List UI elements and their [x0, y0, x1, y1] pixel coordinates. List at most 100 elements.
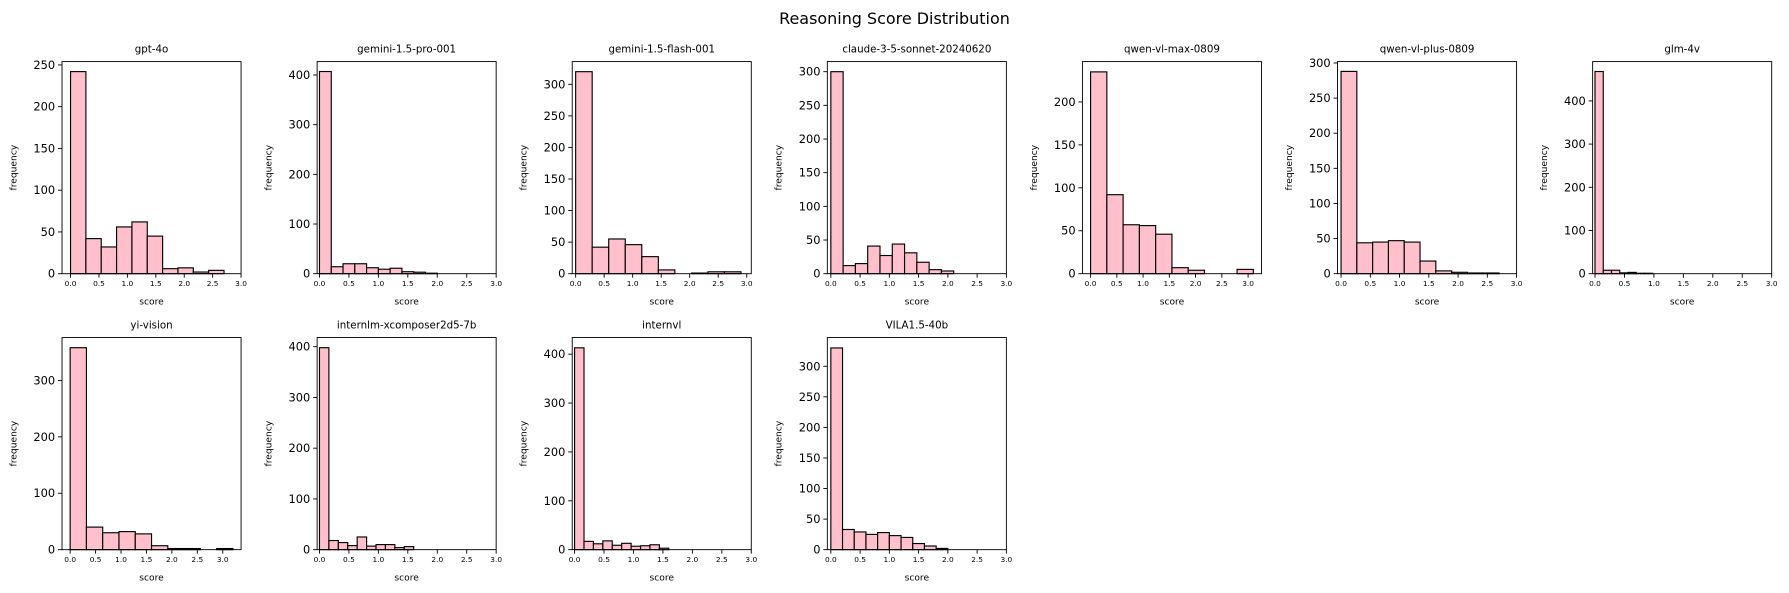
subplot-title: gemini-1.5-pro-001	[357, 43, 456, 55]
hist-bar	[131, 221, 148, 275]
x-tick-label: 0.5	[854, 279, 866, 288]
hist-bar	[841, 528, 855, 551]
subplot: qwen-vl-max-0809 0.0 0.5 1.0 1.5 2.0 2.5 3.0 0 50…	[1030, 43, 1262, 307]
x-tick-label: 1.5	[913, 555, 925, 564]
axes-frame	[826, 61, 1007, 275]
hist-bar	[389, 267, 403, 275]
x-tick-label: 2.5	[191, 555, 203, 564]
y-tick-label: 200	[1054, 95, 1076, 109]
x-tick-label: 3.0	[1000, 279, 1012, 288]
y-tick-label: 200	[33, 430, 55, 444]
x-tick-label: 1.0	[883, 279, 895, 288]
y-tick-label: 200	[1564, 180, 1586, 194]
x-tick-label: 3.0	[1000, 555, 1012, 564]
x-tick-label: 1.0	[1648, 279, 1660, 288]
hist-bar	[118, 531, 136, 551]
hist-bar	[1372, 241, 1390, 275]
x-tick-label: 1.0	[115, 555, 127, 564]
x-tick-label: 2.0	[431, 555, 443, 564]
x-tick-label: 1.5	[402, 555, 414, 564]
y-tick-label: 200	[544, 140, 566, 154]
y-tick-label: 100	[33, 486, 55, 500]
subplot: glm-4v 0.0 0.5 1.0 1.5 2.0 2.5 3.0 0 100 200 300 400…	[1540, 43, 1778, 307]
hist-bar	[100, 246, 118, 275]
hist-bar	[1356, 242, 1374, 275]
y-tick-label: 100	[544, 494, 566, 508]
x-axis-label: score	[394, 297, 419, 307]
y-tick-label: 0	[1579, 267, 1586, 281]
x-axis-label: score	[905, 573, 930, 583]
y-tick-label: 100	[1309, 196, 1331, 210]
hist-bar	[1602, 269, 1613, 275]
subplot-title: internvl	[642, 319, 681, 331]
y-tick-label: 400	[289, 340, 311, 354]
y-tick-label: 200	[33, 100, 55, 114]
y-axis-label: frequency	[1540, 144, 1550, 190]
hist-bar	[1155, 233, 1173, 275]
hist-bar	[1610, 269, 1621, 275]
subplot: VILA1.5-40b 0.0 0.5 1.0 1.5 2.0 2.5 3.0 0 50 100 15…	[775, 319, 1013, 583]
hist-bar	[208, 269, 225, 275]
hist-bar	[1236, 268, 1254, 275]
subplot-title: glm-4v	[1664, 43, 1700, 55]
hist-bar	[403, 546, 415, 551]
subplot: gemini-1.5-pro-001 0.0 0.5 1.0 1.5 2.0 2.5 3.0 0…	[265, 43, 503, 307]
y-tick-label: 100	[799, 199, 821, 213]
hist-bar	[85, 526, 104, 551]
hist-bar	[830, 71, 844, 275]
hist-bar	[842, 265, 856, 275]
x-axis-label: score	[394, 573, 419, 583]
x-tick-label: 0.5	[854, 555, 866, 564]
x-tick-label: 3.0	[235, 279, 247, 288]
x-tick-label: 3.0	[217, 555, 229, 564]
hist-bar	[877, 531, 890, 551]
y-tick-label: 300	[544, 77, 566, 91]
y-tick-label: 150	[544, 172, 566, 186]
hist-bar	[591, 246, 610, 275]
y-tick-label: 250	[544, 109, 566, 123]
y-axis-label: frequency	[9, 420, 19, 466]
hist-bar	[630, 545, 642, 551]
hist-bar	[1187, 269, 1206, 275]
x-tick-label: 2.0	[684, 279, 696, 288]
x-tick-label: 0.0	[65, 279, 77, 288]
hist-bar	[146, 235, 164, 275]
x-tick-label: 1.0	[628, 555, 640, 564]
hist-bar	[602, 540, 613, 551]
hist-bar	[865, 533, 879, 551]
y-tick-label: 200	[544, 445, 566, 459]
x-tick-label: 2.5	[1736, 279, 1748, 288]
hist-bar	[649, 544, 660, 551]
axes-frame	[1337, 61, 1518, 275]
hist-bar	[923, 545, 937, 551]
y-tick-label: 200	[289, 441, 311, 455]
y-tick-label: 300	[799, 359, 821, 373]
x-tick-label: 0.5	[90, 555, 102, 564]
x-tick-label: 1.0	[1394, 279, 1406, 288]
hist-bar	[1138, 225, 1157, 275]
hist-bar	[318, 347, 330, 551]
hist-bar	[574, 347, 585, 551]
hist-bar	[583, 540, 594, 551]
y-tick-label: 250	[799, 98, 821, 112]
subplot-title: qwen-vl-plus-0809	[1380, 43, 1475, 55]
y-tick-label: 50	[1061, 224, 1076, 238]
y-tick-label: 200	[289, 167, 311, 181]
y-tick-label: 0	[303, 543, 310, 557]
x-tick-label: 2.0	[942, 555, 954, 564]
x-tick-label: 0.0	[1335, 279, 1347, 288]
x-axis-label: score	[1670, 297, 1695, 307]
y-tick-label: 400	[544, 347, 566, 361]
y-axis-label: frequency	[265, 420, 275, 466]
y-tick-label: 0	[303, 267, 310, 281]
x-axis-label: score	[1160, 297, 1185, 307]
axes-frame	[826, 337, 1007, 551]
subplot: yi-vision 0.0 0.5 1.0 1.5 2.0 2.5 3.0 0 100 200 300…	[9, 319, 242, 583]
x-tick-label: 0.5	[1111, 279, 1123, 288]
x-tick-label: 0.0	[569, 555, 581, 564]
y-tick-label: 250	[799, 390, 821, 404]
hist-bar	[102, 532, 120, 551]
y-tick-label: 150	[33, 141, 55, 155]
x-tick-label: 0.5	[343, 555, 355, 564]
y-tick-label: 200	[799, 420, 821, 434]
